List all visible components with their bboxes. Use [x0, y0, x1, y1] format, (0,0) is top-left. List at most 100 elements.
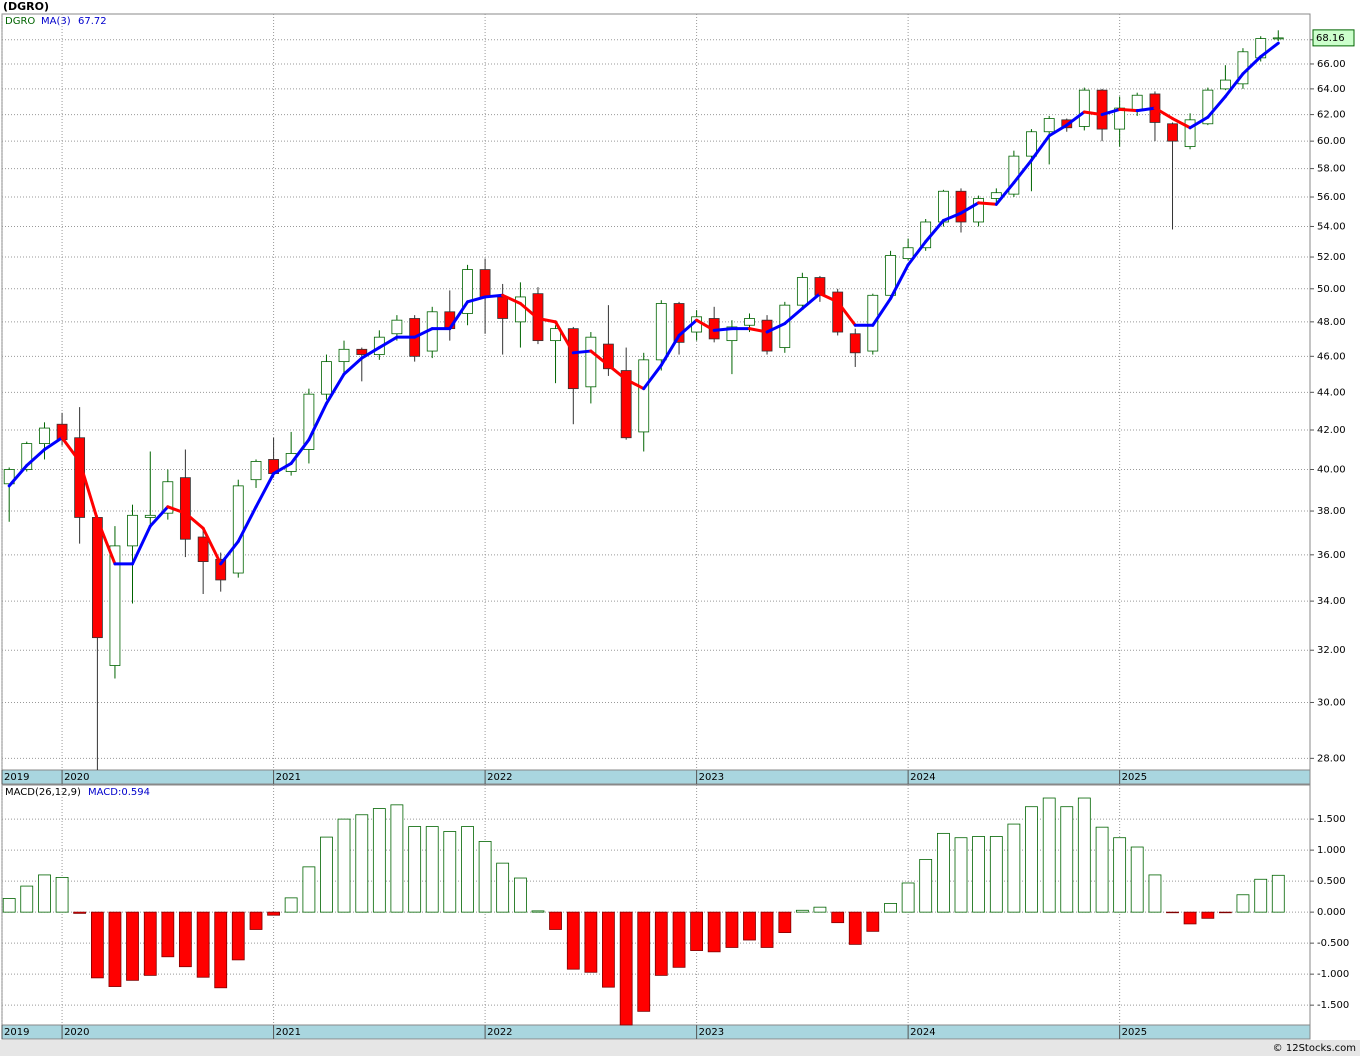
candle-body	[127, 514, 138, 547]
ma-segment	[800, 292, 822, 310]
ma-segment	[25, 448, 47, 467]
candle-body	[1202, 89, 1214, 125]
ma-segment	[60, 436, 82, 463]
candle-body	[1219, 79, 1231, 90]
ma-segment	[148, 505, 170, 528]
ma-segment	[642, 363, 663, 391]
macd-bar	[55, 877, 69, 913]
macd-bar	[1007, 823, 1021, 913]
candle-body	[567, 328, 579, 390]
macd-bar	[20, 885, 34, 913]
ma-segment	[571, 349, 593, 355]
macd-bar	[584, 911, 598, 973]
candle-body	[338, 348, 350, 363]
macd-bar	[196, 911, 210, 978]
macd-bar	[725, 911, 739, 948]
macd-bar	[919, 859, 933, 913]
ma-segment	[765, 322, 787, 334]
y-tick-label: 40.00	[1317, 465, 1346, 476]
macd-bar	[707, 911, 721, 953]
macd-bar	[602, 911, 615, 988]
x-tick-label: 2020	[64, 772, 89, 783]
macd-bar	[778, 911, 792, 933]
macd-bar	[337, 818, 351, 913]
macd-bar	[478, 841, 492, 913]
macd-bar	[989, 836, 1003, 913]
ma-segment	[977, 201, 998, 206]
ma-segment	[659, 333, 681, 367]
ma-segment	[1188, 115, 1210, 130]
macd-bar	[284, 897, 298, 913]
ma-segment	[836, 300, 857, 327]
macd-bar	[249, 911, 263, 930]
macd-bar	[1201, 911, 1215, 919]
ma-segment	[624, 378, 646, 391]
ma-segment	[289, 438, 311, 465]
ma-segment	[483, 293, 505, 299]
ma-segment	[360, 346, 381, 360]
time-strip	[1, 1024, 1311, 1040]
macd-bar	[267, 911, 280, 916]
macd-bar	[408, 826, 422, 913]
x-tick-label: 2022	[487, 1027, 512, 1038]
ma-segment	[783, 306, 804, 326]
macd-bar	[126, 911, 139, 981]
ma-segment	[1100, 107, 1122, 117]
macd-bar	[1113, 837, 1127, 913]
macd-bar	[1060, 806, 1074, 913]
footer: © 12Stocks.com	[1273, 1043, 1356, 1054]
ma-segment	[324, 372, 346, 405]
candle-body	[1131, 94, 1143, 110]
ma-segment	[1206, 95, 1227, 119]
macd-bar	[795, 909, 809, 913]
y-tick-label: 42.00	[1317, 425, 1346, 436]
candle-body	[638, 359, 650, 433]
candle-body	[250, 461, 262, 481]
ma-segment	[677, 318, 699, 337]
ma-segment	[1153, 106, 1175, 121]
ma-segment	[536, 316, 558, 324]
macd-bar	[320, 836, 333, 913]
candle-body	[585, 336, 597, 388]
macd-bar	[2, 898, 16, 913]
candle-body	[303, 393, 315, 450]
macd-bar	[813, 906, 827, 913]
x-tick-label: 2019	[4, 772, 29, 783]
ma-segment	[501, 293, 522, 306]
y-tick-label: 62.00	[1317, 110, 1346, 121]
ma-segment	[924, 218, 945, 244]
legend-macd-value: MACD:0.594	[88, 787, 150, 798]
y-tick-label: 64.00	[1317, 84, 1346, 95]
macd-bar	[1095, 826, 1109, 913]
candle-body	[232, 485, 244, 574]
macd-bar	[1236, 894, 1250, 913]
candle-body	[620, 370, 632, 439]
candle-body	[726, 326, 738, 342]
ma-segment	[518, 302, 540, 320]
y-tick-label: 0.500	[1317, 876, 1346, 887]
ma-segment	[7, 463, 29, 488]
ma-segment	[131, 524, 152, 566]
macd-bar	[214, 911, 228, 989]
chart-title: (DGRO)	[3, 0, 49, 13]
candle-body	[144, 514, 156, 518]
candle-body	[832, 291, 844, 333]
macd-bar	[161, 911, 175, 958]
last-price-box	[1312, 29, 1355, 47]
x-tick-label: 2020	[64, 1027, 89, 1038]
macd-bar	[1130, 846, 1144, 913]
ma-segment	[254, 472, 276, 509]
macd-bar	[73, 911, 87, 914]
x-tick-label: 2024	[910, 1027, 935, 1038]
y-tick-label: 36.00	[1317, 550, 1346, 561]
x-tick-label: 2025	[1122, 772, 1147, 783]
candle-body	[938, 190, 949, 223]
candle-body	[21, 443, 33, 470]
ma-segment	[871, 297, 893, 327]
ma-segment	[554, 320, 575, 355]
macd-bar	[90, 911, 104, 979]
ma-segment	[1171, 117, 1192, 130]
y-tick-label: 28.00	[1317, 753, 1346, 764]
macd-bar	[937, 832, 950, 913]
